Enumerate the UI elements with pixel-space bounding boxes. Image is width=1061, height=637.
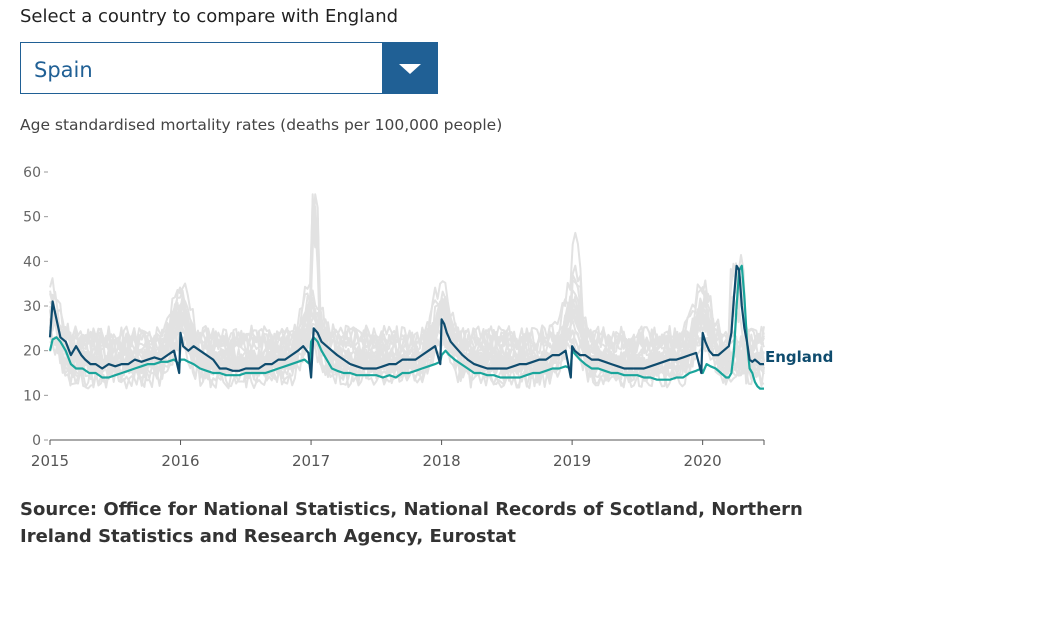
x-tick-label: 2016 bbox=[161, 452, 199, 470]
spain-series-line bbox=[48, 264, 764, 390]
y-tick-label: 50 bbox=[23, 210, 41, 226]
country-select[interactable]: Spain bbox=[20, 42, 438, 94]
country-select-value: Spain bbox=[34, 58, 93, 82]
other-country-line bbox=[49, 198, 765, 350]
country-select-prompt: Select a country to compare with England bbox=[20, 6, 399, 27]
chart-axes: 0 10 20 30 40 50 60 2015 2016 2017 2018 2019 2020 bbox=[23, 165, 765, 470]
series-layer: England bbox=[48, 264, 833, 390]
dropdown-toggle-button[interactable] bbox=[382, 42, 438, 94]
x-tick-label: 2018 bbox=[422, 452, 460, 470]
chart-source: Source: Office for National Statistics, … bbox=[20, 499, 803, 547]
x-tick-label: 2017 bbox=[292, 452, 330, 470]
england-end-label: England bbox=[765, 348, 833, 366]
england-series-line bbox=[48, 264, 764, 379]
chart-subtitle: Age standardised mortality rates (deaths… bbox=[20, 116, 503, 134]
other-countries-layer bbox=[49, 193, 765, 390]
x-tick-label: 2015 bbox=[31, 452, 69, 470]
y-tick-label: 40 bbox=[23, 254, 41, 270]
y-tick-label: 20 bbox=[23, 344, 41, 360]
mortality-chart: 0 10 20 30 40 50 60 2015 2016 2017 2018 2019 2020 En… bbox=[23, 165, 833, 470]
y-tick-label: 60 bbox=[23, 165, 41, 181]
other-country-line bbox=[49, 262, 765, 349]
y-tick-label: 0 bbox=[32, 433, 41, 449]
chevron-down-icon bbox=[399, 64, 421, 74]
y-tick-label: 10 bbox=[23, 388, 41, 404]
x-tick-label: 2019 bbox=[553, 452, 591, 470]
y-tick-label: 30 bbox=[23, 299, 41, 315]
x-tick-label: 2020 bbox=[684, 452, 722, 470]
